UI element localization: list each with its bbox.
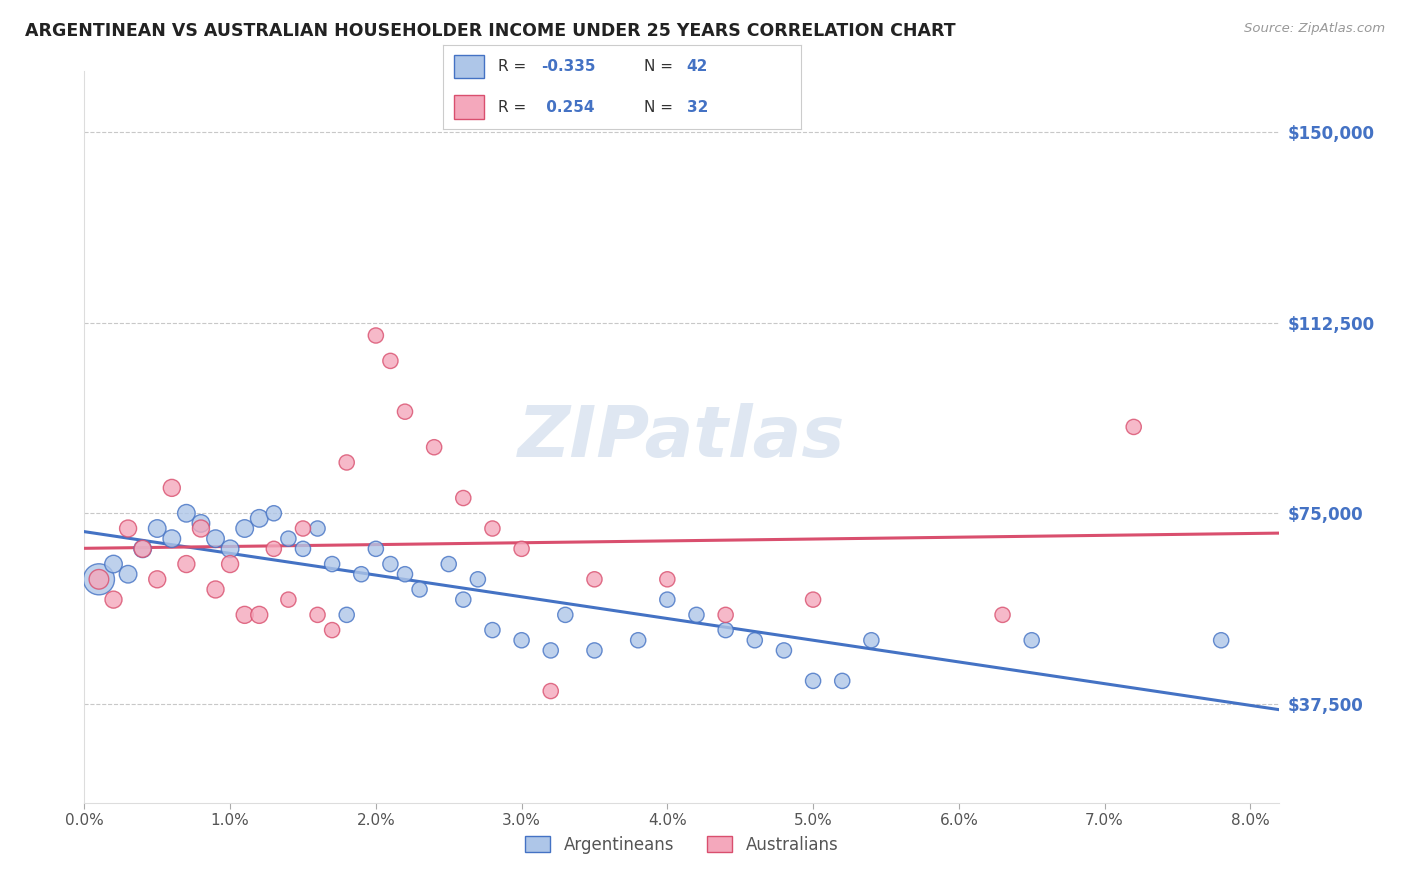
FancyBboxPatch shape bbox=[454, 95, 484, 120]
Legend: Argentineans, Australians: Argentineans, Australians bbox=[519, 829, 845, 860]
Point bbox=[307, 607, 329, 622]
Point bbox=[277, 592, 299, 607]
Point bbox=[540, 684, 562, 698]
Text: 42: 42 bbox=[686, 59, 709, 74]
Point bbox=[714, 607, 737, 622]
Point bbox=[247, 511, 270, 525]
Point bbox=[423, 440, 446, 454]
Point bbox=[481, 521, 503, 535]
Point bbox=[437, 557, 460, 571]
Point bbox=[860, 633, 883, 648]
Point bbox=[103, 557, 125, 571]
Text: N =: N = bbox=[644, 100, 678, 115]
Point bbox=[380, 557, 402, 571]
Point bbox=[467, 572, 489, 586]
Point bbox=[233, 607, 256, 622]
Point bbox=[190, 521, 212, 535]
Text: ARGENTINEAN VS AUSTRALIAN HOUSEHOLDER INCOME UNDER 25 YEARS CORRELATION CHART: ARGENTINEAN VS AUSTRALIAN HOUSEHOLDER IN… bbox=[25, 22, 956, 40]
Point bbox=[263, 506, 285, 520]
Point bbox=[657, 592, 679, 607]
Point bbox=[204, 582, 226, 597]
Point bbox=[146, 521, 169, 535]
Point bbox=[247, 607, 270, 622]
Text: 0.254: 0.254 bbox=[541, 100, 595, 115]
Point bbox=[263, 541, 285, 556]
Point bbox=[1211, 633, 1233, 648]
Point bbox=[627, 633, 650, 648]
Point bbox=[657, 572, 679, 586]
Point bbox=[540, 643, 562, 657]
Point bbox=[291, 541, 314, 556]
Point bbox=[364, 328, 387, 343]
Point bbox=[991, 607, 1014, 622]
Point bbox=[190, 516, 212, 531]
Point bbox=[394, 567, 416, 582]
Point bbox=[453, 491, 475, 505]
Point bbox=[510, 541, 533, 556]
Point bbox=[117, 521, 139, 535]
Point bbox=[583, 643, 606, 657]
Point bbox=[219, 557, 242, 571]
Point bbox=[1122, 420, 1144, 434]
Point bbox=[160, 532, 183, 546]
Point bbox=[307, 521, 329, 535]
Point bbox=[380, 354, 402, 368]
Text: R =: R = bbox=[499, 59, 531, 74]
Point bbox=[146, 572, 169, 586]
Point bbox=[336, 455, 359, 469]
Text: ZIPatlas: ZIPatlas bbox=[519, 402, 845, 472]
Point bbox=[350, 567, 373, 582]
Point bbox=[714, 623, 737, 637]
Point bbox=[131, 541, 153, 556]
Point bbox=[394, 405, 416, 419]
Point bbox=[453, 592, 475, 607]
Text: N =: N = bbox=[644, 59, 678, 74]
Point bbox=[87, 572, 110, 586]
Point bbox=[291, 521, 314, 535]
Text: R =: R = bbox=[499, 100, 531, 115]
Point bbox=[408, 582, 430, 597]
Point bbox=[87, 572, 110, 586]
Point bbox=[277, 532, 299, 546]
Point bbox=[176, 557, 198, 571]
Point bbox=[1021, 633, 1043, 648]
Point bbox=[117, 567, 139, 582]
Point bbox=[233, 521, 256, 535]
Point bbox=[744, 633, 766, 648]
Point bbox=[219, 541, 242, 556]
Point bbox=[801, 592, 824, 607]
Text: Source: ZipAtlas.com: Source: ZipAtlas.com bbox=[1244, 22, 1385, 36]
Point bbox=[583, 572, 606, 586]
Point bbox=[773, 643, 796, 657]
Point bbox=[336, 607, 359, 622]
Point bbox=[321, 557, 343, 571]
Point bbox=[510, 633, 533, 648]
Point bbox=[176, 506, 198, 520]
Point bbox=[801, 673, 824, 688]
Text: 32: 32 bbox=[686, 100, 709, 115]
Point bbox=[685, 607, 707, 622]
Point bbox=[321, 623, 343, 637]
Point bbox=[481, 623, 503, 637]
Point bbox=[204, 532, 226, 546]
Point bbox=[554, 607, 576, 622]
Point bbox=[103, 592, 125, 607]
Text: -0.335: -0.335 bbox=[541, 59, 596, 74]
Point bbox=[131, 541, 153, 556]
Point bbox=[364, 541, 387, 556]
FancyBboxPatch shape bbox=[454, 54, 484, 78]
Point bbox=[831, 673, 853, 688]
Point bbox=[160, 481, 183, 495]
